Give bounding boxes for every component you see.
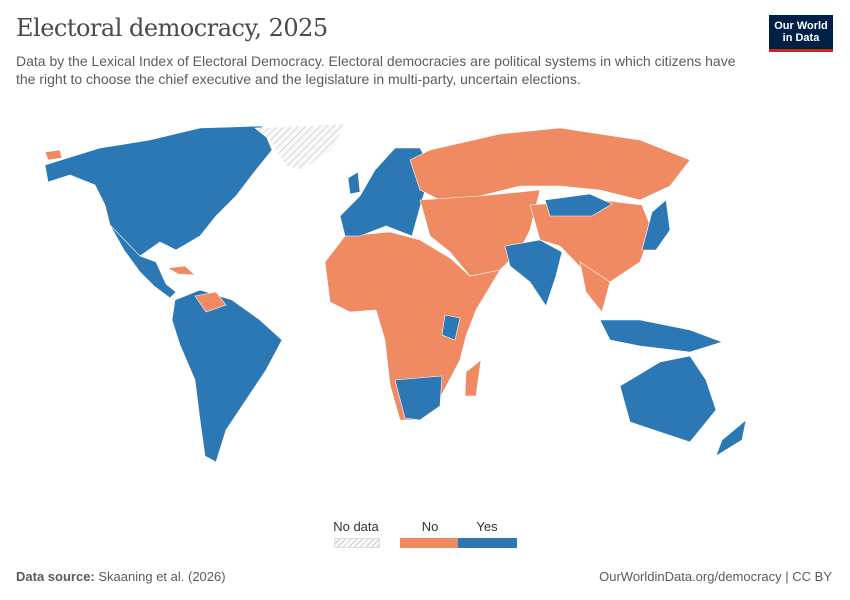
region-north-america[interactable] xyxy=(44,125,273,257)
world-map xyxy=(44,123,747,463)
region-uk[interactable] xyxy=(347,171,361,195)
legend-yes-swatch[interactable] xyxy=(458,538,517,548)
region-indonesia[interactable] xyxy=(599,319,723,353)
region-cuba[interactable] xyxy=(167,265,196,276)
region-india[interactable] xyxy=(504,239,563,307)
region-australia[interactable] xyxy=(619,355,717,443)
region-japan[interactable] xyxy=(641,199,671,251)
region-new-zealand[interactable] xyxy=(715,419,747,457)
region-central-america[interactable] xyxy=(109,224,177,299)
legend-no-swatch[interactable] xyxy=(400,538,458,548)
page-subtitle: Data by the Lexical Index of Electoral D… xyxy=(16,53,736,87)
legend-no-data-label: No data xyxy=(333,519,379,534)
region-southern-africa[interactable] xyxy=(394,375,443,421)
legend-no-label: No xyxy=(421,519,439,534)
region-east-africa[interactable] xyxy=(441,314,461,341)
region-south-america[interactable] xyxy=(171,289,283,463)
region-greenland[interactable] xyxy=(254,123,346,171)
page-title: Electoral democracy, 2025 xyxy=(16,14,328,42)
logo-line-2: in Data xyxy=(782,32,820,44)
region-alaska-far[interactable] xyxy=(44,149,63,161)
owid-logo[interactable]: Our World in Data xyxy=(769,15,833,52)
region-mongolia[interactable] xyxy=(544,193,613,217)
footer-url[interactable]: OurWorldinData.org/democracy | CC BY xyxy=(599,569,832,584)
region-southeast-asia[interactable] xyxy=(579,261,611,313)
region-russia[interactable] xyxy=(409,127,691,201)
legend-no-data-swatch[interactable] xyxy=(334,538,380,548)
data-source-value[interactable]: Skaaning et al. (2026) xyxy=(98,569,226,584)
region-madagascar[interactable] xyxy=(464,359,482,397)
legend-yes-label: Yes xyxy=(476,519,498,534)
region-venezuela[interactable] xyxy=(194,291,227,313)
region-africa[interactable] xyxy=(324,231,501,421)
data-source-label: Data source: xyxy=(16,569,95,584)
logo-line-1: Our World xyxy=(774,20,828,32)
data-source: Data source: Skaaning et al. (2026) xyxy=(16,569,226,584)
region-china[interactable] xyxy=(529,199,653,283)
